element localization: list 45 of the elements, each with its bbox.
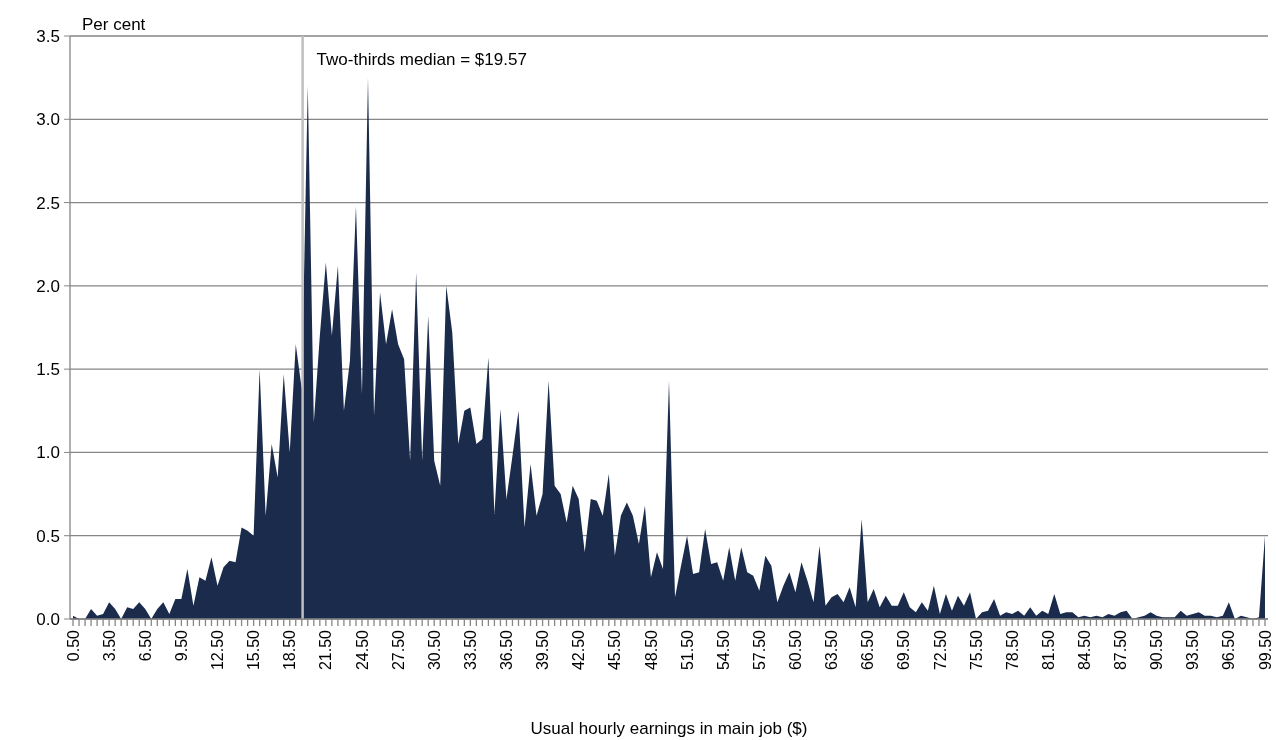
y-tick-label: 0.0 bbox=[36, 609, 60, 629]
ref-line-label: Two-thirds median = $19.57 bbox=[316, 50, 527, 69]
x-axis-title: Usual hourly earnings in main job ($) bbox=[530, 719, 808, 738]
y-tick-label: 2.5 bbox=[36, 193, 60, 213]
x-tick-label: 42.50 bbox=[570, 629, 588, 671]
y-tick-label: 0.5 bbox=[36, 526, 60, 546]
x-tick-label: 66.50 bbox=[859, 629, 877, 671]
y-axis-title: Per cent bbox=[82, 15, 146, 34]
y-tick-label: 1.0 bbox=[36, 443, 60, 463]
x-tick-label: 6.50 bbox=[136, 629, 154, 662]
x-tick-label: 81.50 bbox=[1039, 629, 1057, 671]
x-tick-label: 48.50 bbox=[642, 629, 660, 671]
y-tick-label: 1.5 bbox=[36, 360, 60, 380]
x-tick-label: 96.50 bbox=[1220, 629, 1238, 671]
x-tick-label: 84.50 bbox=[1075, 629, 1093, 671]
x-tick-label: 87.50 bbox=[1112, 629, 1130, 671]
x-tick-label: 90.50 bbox=[1148, 629, 1166, 671]
x-tick-label: 75.50 bbox=[967, 629, 985, 671]
x-tick-label: 39.50 bbox=[534, 629, 552, 671]
x-tick-label: 93.50 bbox=[1184, 629, 1202, 671]
x-tick-label: 57.50 bbox=[750, 629, 768, 671]
x-tick-label: 60.50 bbox=[787, 629, 805, 671]
x-tick-label: 33.50 bbox=[461, 629, 479, 671]
x-tick-label: 15.50 bbox=[245, 629, 263, 671]
x-tick-label: 51.50 bbox=[678, 629, 696, 671]
x-tick-label: 30.50 bbox=[425, 629, 443, 671]
y-tick-label: 2.0 bbox=[36, 276, 60, 296]
x-tick-label: 18.50 bbox=[281, 629, 299, 671]
x-tick-label: 27.50 bbox=[389, 629, 407, 671]
y-tick-label: 3.5 bbox=[36, 26, 60, 46]
x-tick-label: 9.50 bbox=[172, 629, 190, 662]
x-tick-label: 54.50 bbox=[714, 629, 732, 671]
y-tick-label: 3.0 bbox=[36, 110, 60, 130]
x-tick-label: 24.50 bbox=[353, 629, 371, 671]
x-tick-label: 45.50 bbox=[606, 629, 624, 671]
x-tick-label: 12.50 bbox=[209, 629, 227, 671]
x-tick-label: 99.50 bbox=[1256, 629, 1274, 671]
x-tick-label: 63.50 bbox=[823, 629, 841, 671]
x-tick-label: 0.50 bbox=[64, 629, 82, 662]
x-tick-label: 72.50 bbox=[931, 629, 949, 671]
x-tick-label: 78.50 bbox=[1003, 629, 1021, 671]
x-tick-label: 36.50 bbox=[498, 629, 516, 671]
x-tick-label: 21.50 bbox=[317, 629, 335, 671]
x-tick-label: 69.50 bbox=[895, 629, 913, 671]
x-tick-label: 3.50 bbox=[100, 629, 118, 662]
